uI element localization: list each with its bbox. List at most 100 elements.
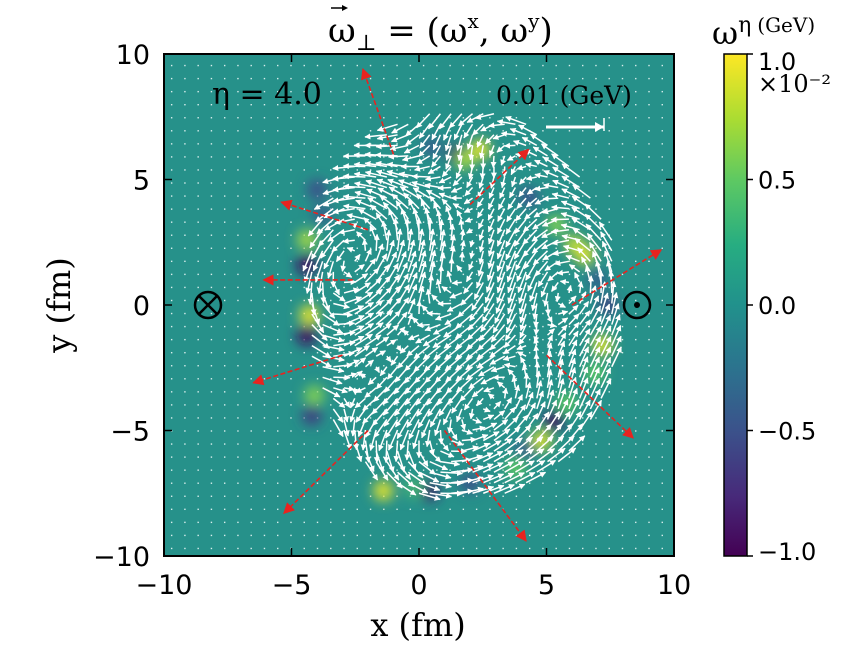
vorticity-arrow: [461, 486, 484, 494]
grid-dot: [369, 404, 372, 406]
grid-dot: [263, 443, 266, 445]
grid-dot: [436, 508, 438, 511]
grid-dot: [343, 77, 345, 80]
grid-dot: [462, 404, 465, 406]
x-tick-label: −10: [136, 570, 193, 601]
vorticity-arrow: [322, 387, 341, 398]
grid-dot: [170, 286, 173, 289]
grid-dot: [502, 130, 504, 132]
grid-dot: [303, 547, 305, 550]
grid-dot: [330, 77, 332, 80]
vorticity-arrow: [568, 322, 580, 336]
grid-dot: [383, 547, 385, 550]
vorticity-arrow: [302, 250, 313, 272]
grid-dot: [515, 325, 518, 328]
grid-dot: [489, 234, 491, 236]
grid-dot: [330, 495, 332, 497]
vorticity-arrow: [320, 239, 334, 259]
grid-dot: [223, 495, 226, 497]
vorticity-arrow: [478, 250, 485, 265]
vorticity-arrow: [425, 189, 441, 199]
grid-dot: [475, 325, 478, 328]
vorticity-arrow: [346, 213, 366, 220]
grid-dot: [290, 143, 292, 145]
vorticity-arrow: [413, 345, 431, 359]
grid-dot: [184, 338, 186, 341]
vorticity-blob: [296, 254, 317, 275]
grid-dot: [223, 143, 226, 145]
vorticity-arrow: [349, 398, 356, 409]
grid-dot: [515, 365, 518, 367]
grid-dot: [555, 365, 557, 367]
grid-dot: [462, 77, 465, 80]
vorticity-arrow: [458, 218, 465, 230]
vorticity-arrow: [422, 345, 441, 360]
vorticity-arrow: [359, 372, 367, 380]
grid-dot: [277, 90, 279, 93]
grid-dot: [542, 312, 544, 315]
grid-dot: [608, 104, 610, 106]
vorticity-arrow: [418, 471, 440, 483]
vorticity-arrow: [533, 344, 540, 357]
grid-dot: [648, 143, 650, 145]
grid-dot: [595, 456, 597, 458]
vorticity-arrow: [598, 221, 613, 241]
grid-dot: [210, 365, 213, 367]
vorticity-arrow: [365, 179, 388, 189]
grid-dot: [277, 482, 279, 484]
grid-dot: [396, 404, 398, 406]
vorticity-arrow: [568, 339, 578, 357]
vorticity-arrow: [316, 271, 324, 295]
vorticity-arrow: [364, 299, 384, 315]
vorticity-arrow: [395, 200, 409, 220]
grid-dot: [528, 417, 531, 419]
vorticity-arrow: [386, 251, 398, 273]
grid-dot: [223, 443, 226, 445]
vorticity-arrow: [418, 144, 431, 157]
grid-dot: [608, 456, 610, 458]
grid-dot: [237, 351, 239, 354]
vorticity-arrow: [449, 245, 456, 262]
grid-dot: [422, 90, 425, 93]
grid-dot: [184, 521, 186, 524]
grid-dot: [608, 143, 610, 145]
grid-dot: [436, 547, 438, 550]
grid-dot: [210, 208, 213, 210]
vorticity-arrow: [472, 433, 489, 442]
grid-dot: [343, 64, 345, 67]
grid-dot: [648, 195, 650, 197]
grid-dot: [568, 90, 571, 93]
grid-dot: [568, 117, 571, 119]
grid-dot: [316, 234, 319, 236]
grid-dot: [396, 77, 398, 80]
grid-dot: [330, 169, 332, 171]
vorticity-arrow: [407, 312, 414, 325]
vorticity-arrow: [477, 218, 484, 230]
grid-dot: [210, 260, 213, 263]
grid-dot: [170, 221, 173, 223]
grid-dot: [369, 521, 372, 524]
grid-dot: [277, 195, 279, 197]
grid-dot: [475, 234, 478, 236]
vorticity-arrow: [557, 340, 566, 357]
vorticity-arrow: [488, 187, 495, 199]
grid-dot: [621, 495, 624, 497]
grid-dot: [515, 482, 518, 484]
vorticity-arrow: [561, 163, 581, 178]
grid-dot: [648, 430, 650, 432]
grid-dot: [369, 299, 372, 302]
vorticity-arrow: [524, 208, 538, 220]
vorticity-arrow: [407, 298, 416, 315]
grid-dot: [290, 456, 292, 458]
flow-arrow: [283, 429, 369, 515]
grid-dot: [462, 286, 465, 289]
vorticity-arrow: [589, 295, 600, 315]
grid-dot: [568, 221, 571, 223]
vorticity-arrow: [508, 187, 517, 199]
vorticity-arrow: [387, 153, 409, 160]
grid-dot: [369, 547, 372, 550]
grid-dot: [621, 143, 624, 145]
vorticity-arrow: [354, 263, 365, 273]
grid-dot: [648, 169, 650, 171]
grid-dot: [369, 77, 372, 80]
